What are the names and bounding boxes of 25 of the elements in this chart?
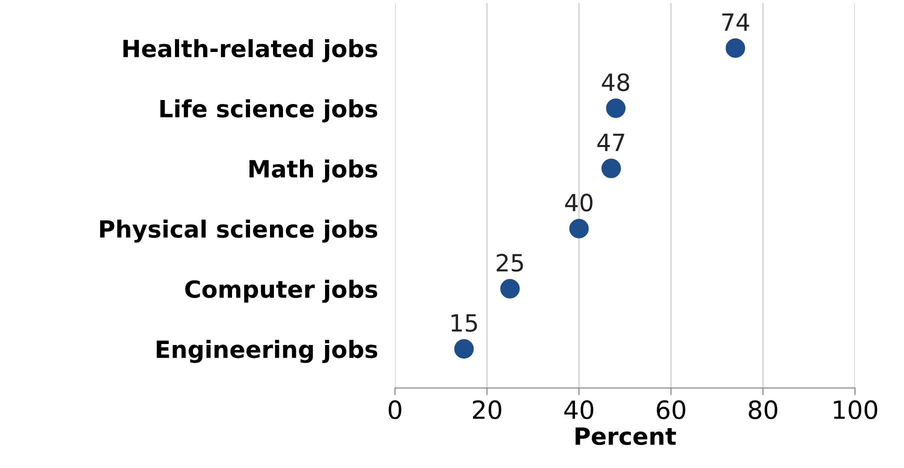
data-label: 25: [496, 254, 523, 272]
x-axis-title: Percent: [576, 428, 676, 446]
point: [606, 98, 626, 118]
data-label: 40: [565, 194, 592, 212]
point: [569, 218, 589, 238]
data-label: 47: [597, 134, 624, 152]
x-tick-label: 100: [834, 400, 878, 420]
x-tick-label: 60: [656, 400, 686, 420]
data-label: 74: [722, 13, 750, 31]
x-tick-label: 0: [388, 400, 402, 420]
x-tick-label: 20: [472, 400, 502, 420]
x-tick-label: 40: [564, 400, 594, 420]
y-tick-label: Life science jobs: [160, 99, 378, 122]
point: [726, 38, 746, 58]
data-label: 15: [452, 314, 477, 332]
data-label: 48: [602, 73, 630, 92]
y-tick-label: Computer jobs: [185, 280, 378, 303]
y-tick-label: Health-related jobs: [123, 39, 378, 62]
x-tick-label: 80: [748, 400, 778, 420]
point: [601, 158, 621, 178]
point: [454, 339, 474, 359]
y-tick-label: Physical science jobs: [100, 220, 378, 243]
y-tick-label: Engineering jobs: [156, 340, 378, 363]
y-tick-label: Math jobs: [249, 159, 378, 182]
point: [500, 278, 520, 298]
